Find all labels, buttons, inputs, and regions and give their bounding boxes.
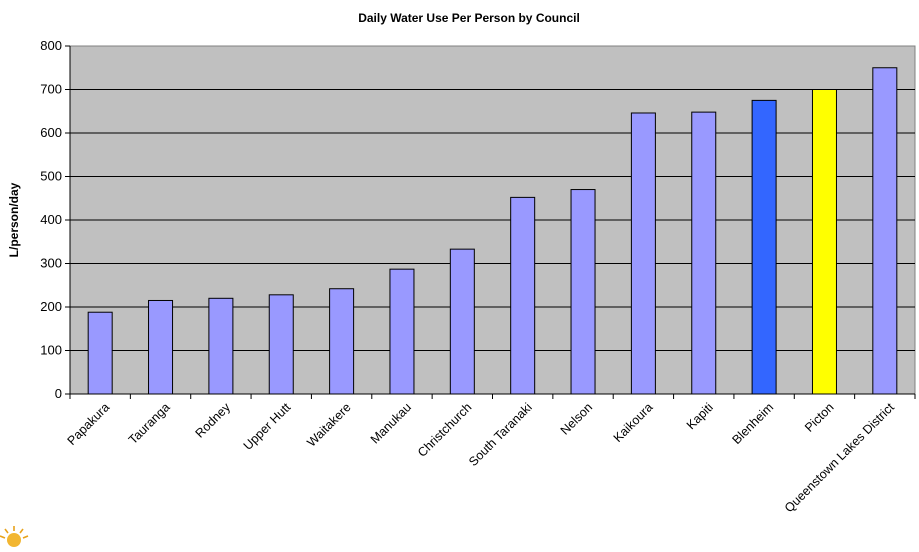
bar <box>510 196 536 395</box>
bar <box>87 311 113 395</box>
bar <box>872 67 898 395</box>
y-tick-label: 100 <box>40 343 62 358</box>
bar <box>329 288 355 395</box>
x-tick-label: Rodney <box>193 400 234 441</box>
x-tick-label: Upper Hutt <box>241 400 294 453</box>
y-tick-label: 700 <box>40 82 62 97</box>
bars <box>87 67 898 395</box>
y-tick-label: 800 <box>40 38 62 53</box>
x-tick-label: Queenstown Lakes District <box>782 400 897 515</box>
bar <box>389 268 415 395</box>
x-tick-label: Kaikoura <box>611 400 656 445</box>
y-tick-label: 400 <box>40 212 62 227</box>
y-tick-label: 300 <box>40 256 62 271</box>
y-axis-label: L/person/day <box>7 182 21 257</box>
chart-title: Daily Water Use Per Person by Council <box>358 11 580 25</box>
bar <box>751 99 777 395</box>
x-tick-label: Picton <box>802 400 836 434</box>
bar <box>630 112 656 395</box>
x-tick-label: Blenheim <box>729 400 776 447</box>
bar <box>570 189 596 395</box>
y-tick-label: 200 <box>40 299 62 314</box>
x-tick-label: Kapiti <box>684 400 716 432</box>
sun-logo-icon <box>0 526 29 547</box>
bar <box>208 297 234 395</box>
y-tick-label: 0 <box>55 386 62 401</box>
bar <box>268 294 294 395</box>
x-tick-label: Nelson <box>558 400 595 437</box>
bar <box>811 89 837 395</box>
bar <box>148 299 174 395</box>
bar <box>449 248 475 395</box>
x-tick-label: Papakura <box>65 400 113 448</box>
x-tick-label: Tauranga <box>126 400 173 447</box>
x-tick-label: Waitakere <box>304 400 353 449</box>
bar <box>691 111 717 395</box>
x-tick-label: Christchurch <box>415 400 475 460</box>
y-tick-label: 600 <box>40 125 62 140</box>
y-tick-label: 500 <box>40 169 62 184</box>
x-tick-label: Manukau <box>368 400 414 446</box>
x-tick-label: South Taranaki <box>466 400 535 469</box>
